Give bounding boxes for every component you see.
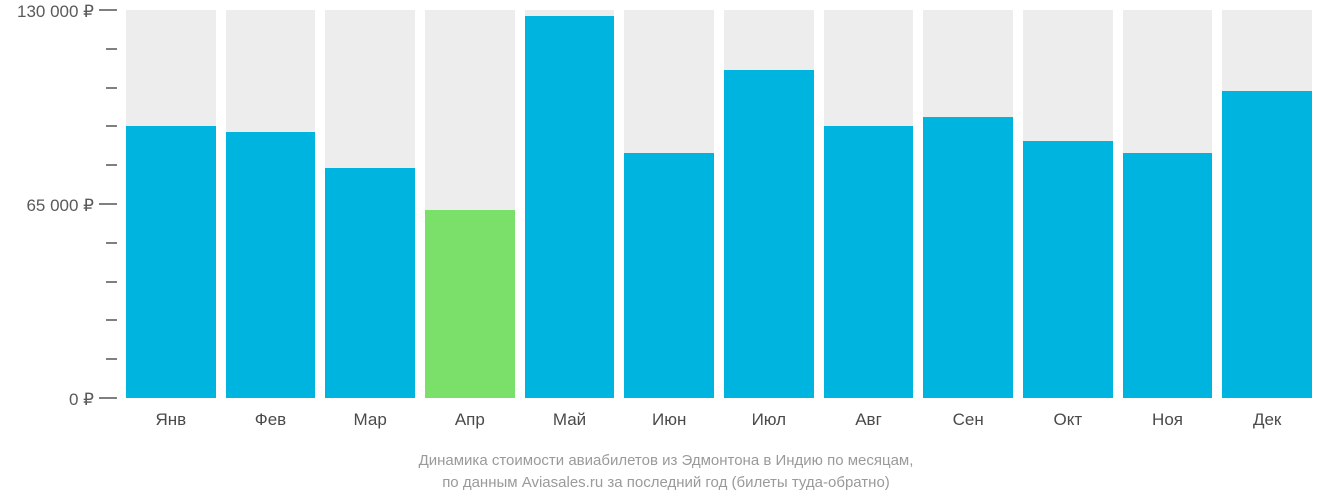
bar-slot bbox=[624, 10, 714, 398]
y-label-130000: 130 000 ₽ bbox=[17, 2, 94, 22]
bar-slot bbox=[1222, 10, 1312, 398]
y-tick-minor bbox=[106, 125, 117, 127]
x-label: Апр bbox=[425, 410, 515, 430]
bar-slot bbox=[1123, 10, 1213, 398]
caption-line2: по данным Aviasales.ru за последний год … bbox=[0, 474, 1332, 491]
bar-slot bbox=[1023, 10, 1113, 398]
bar-Дек bbox=[1222, 91, 1312, 398]
bar-slot bbox=[425, 10, 515, 398]
y-tick-minor bbox=[106, 164, 117, 166]
y-tick-major bbox=[99, 203, 117, 205]
y-tick-minor bbox=[106, 281, 117, 283]
y-tick-major bbox=[99, 9, 117, 11]
y-tick-minor bbox=[106, 242, 117, 244]
x-label: Фев bbox=[226, 410, 316, 430]
y-tick-minor bbox=[106, 87, 117, 89]
bar-slot bbox=[126, 10, 216, 398]
x-label: Янв bbox=[126, 410, 216, 430]
bar-Июн bbox=[624, 153, 714, 398]
x-label: Сен bbox=[923, 410, 1013, 430]
bar-slot bbox=[525, 10, 615, 398]
bar-Сен bbox=[923, 117, 1013, 398]
x-label: Мар bbox=[325, 410, 415, 430]
bar-Ноя bbox=[1123, 153, 1213, 398]
y-tick-minor bbox=[106, 358, 117, 360]
x-label: Окт bbox=[1023, 410, 1113, 430]
x-label: Май bbox=[525, 410, 615, 430]
price-chart: 130 000 ₽ 65 000 ₽ 0 ₽ Янв Фев Мар Апр Май Ию… bbox=[0, 0, 1332, 502]
bar-Авг bbox=[824, 126, 914, 398]
bar-slot bbox=[724, 10, 814, 398]
y-tick-minor bbox=[106, 48, 117, 50]
y-tick-minor bbox=[106, 319, 117, 321]
x-label: Дек bbox=[1222, 410, 1312, 430]
x-label: Июн bbox=[624, 410, 714, 430]
bar-Фев bbox=[226, 132, 316, 398]
bar-Окт bbox=[1023, 141, 1113, 398]
y-tick-major bbox=[99, 397, 117, 399]
bar-slot bbox=[923, 10, 1013, 398]
plot-area bbox=[126, 10, 1322, 398]
caption-line1: Динамика стоимости авиабилетов из Эдмонт… bbox=[0, 452, 1332, 469]
bar-Июл bbox=[724, 70, 814, 398]
y-label-0: 0 ₽ bbox=[69, 390, 94, 410]
bar-slot bbox=[226, 10, 316, 398]
bar-Мар bbox=[325, 168, 415, 398]
x-label: Авг bbox=[824, 410, 914, 430]
x-label: Июл bbox=[724, 410, 814, 430]
bar-Май bbox=[525, 16, 615, 398]
y-label-65000: 65 000 ₽ bbox=[26, 196, 94, 216]
x-label: Ноя bbox=[1123, 410, 1213, 430]
bar-slot bbox=[824, 10, 914, 398]
bar-slot bbox=[325, 10, 415, 398]
bar-Апр bbox=[425, 210, 515, 398]
bar-Янв bbox=[126, 126, 216, 398]
